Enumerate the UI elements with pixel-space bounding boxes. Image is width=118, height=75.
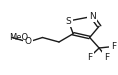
Text: F: F bbox=[111, 42, 116, 51]
Text: F: F bbox=[87, 52, 92, 62]
Text: O: O bbox=[25, 38, 32, 46]
Text: F: F bbox=[104, 52, 109, 62]
Text: S: S bbox=[66, 16, 71, 26]
Text: N: N bbox=[89, 12, 95, 21]
Text: MeO: MeO bbox=[9, 33, 29, 42]
